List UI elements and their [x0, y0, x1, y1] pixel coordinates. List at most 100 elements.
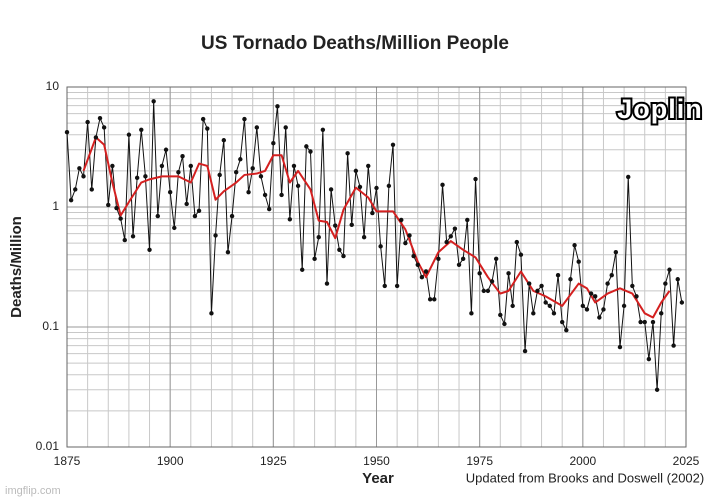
data-point [196, 208, 202, 213]
data-point [638, 319, 643, 325]
data-point [337, 247, 342, 252]
data-point [361, 235, 367, 240]
data-point [213, 233, 218, 238]
series-line [82, 136, 671, 319]
data-point [283, 125, 288, 130]
data-point [584, 307, 590, 312]
data-point [675, 277, 680, 282]
data-point [320, 127, 326, 132]
data-point [419, 275, 425, 280]
data-point [316, 235, 321, 240]
data-point [341, 253, 346, 259]
data-point [122, 237, 127, 243]
data-point [300, 267, 305, 272]
data-point [349, 222, 354, 228]
data-point [411, 253, 416, 259]
data-point [353, 168, 359, 174]
data-point [646, 356, 652, 362]
data-point [465, 217, 470, 223]
source-note: Updated from Brooks and Doswell (2002) [466, 470, 704, 485]
data-point [493, 256, 499, 262]
data-point [73, 187, 78, 192]
data-point [370, 210, 375, 216]
data-point [386, 183, 392, 189]
data-point [568, 277, 573, 282]
data-point [275, 104, 280, 109]
data-point [626, 174, 631, 180]
data-point [403, 240, 408, 246]
x-tick-label: 1975 [466, 454, 493, 468]
data-point [473, 176, 478, 182]
data-point [605, 281, 610, 286]
data-point [366, 163, 371, 169]
data-point [184, 201, 189, 207]
data-point [679, 300, 685, 305]
data-point [489, 279, 495, 284]
data-point [324, 281, 330, 286]
x-axis-label: Year [362, 470, 394, 487]
data-point [580, 303, 586, 309]
data-point [97, 115, 103, 121]
data-point [180, 154, 185, 159]
x-tick-label: 2025 [673, 454, 700, 468]
x-tick-label: 1950 [363, 454, 390, 468]
data-point [114, 205, 119, 211]
data-point [617, 344, 623, 350]
data-point [576, 259, 581, 264]
data-point [229, 213, 235, 219]
data-point [378, 244, 383, 249]
data-point [382, 283, 387, 289]
data-point [155, 213, 160, 219]
data-point [415, 262, 420, 267]
data-point [671, 343, 676, 348]
data-point [659, 311, 664, 316]
data-point [630, 283, 635, 289]
data-point [555, 273, 561, 278]
data-point [514, 239, 520, 245]
data-point [572, 243, 577, 248]
data-point [172, 225, 177, 231]
data-point [547, 303, 553, 309]
y-tick-label: 0.1 [42, 319, 59, 333]
data-point [374, 185, 379, 191]
data-point [291, 163, 297, 169]
data-point [394, 283, 400, 289]
data-point [535, 288, 540, 294]
y-tick-label: 0.01 [36, 439, 60, 453]
plot-frame [66, 86, 687, 448]
data-point [118, 216, 123, 221]
data-point [126, 132, 132, 137]
data-point [498, 312, 503, 318]
data-point [667, 267, 672, 272]
series-line [66, 100, 683, 391]
data-point [312, 256, 317, 262]
data-point [452, 226, 458, 231]
data-point [469, 311, 474, 316]
data-point [110, 163, 115, 169]
data-point [147, 247, 152, 252]
data-point [613, 250, 619, 255]
data-point [188, 163, 193, 169]
y-axis-label: Deaths/Million [8, 216, 25, 318]
x-tick-label: 1925 [260, 454, 287, 468]
data-point [440, 182, 445, 188]
data-point [436, 256, 441, 262]
data-point [68, 197, 74, 203]
data-point [650, 319, 656, 325]
data-point [460, 256, 466, 262]
data-point [560, 319, 565, 325]
data-point [64, 130, 70, 135]
data-point [271, 141, 276, 146]
data-point [593, 294, 598, 299]
data-point [407, 233, 412, 238]
data-point [564, 328, 569, 333]
data-point [522, 348, 528, 354]
data-point [295, 183, 301, 189]
data-point [477, 271, 482, 276]
chart-title: US Tornado Deaths/Million People [201, 33, 509, 54]
data-point [130, 234, 136, 239]
data-point [254, 125, 260, 130]
data-point [81, 174, 86, 179]
